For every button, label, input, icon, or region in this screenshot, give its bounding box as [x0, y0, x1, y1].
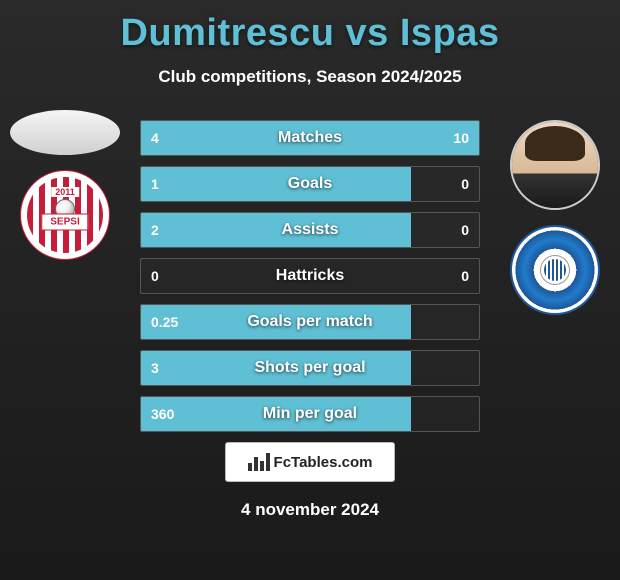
- stat-row: 360 Min per goal: [140, 396, 480, 432]
- stat-row: 2 0 Assists: [140, 212, 480, 248]
- badge-left-year: 2011: [51, 187, 79, 197]
- stat-row: 0 0 Hattricks: [140, 258, 480, 294]
- player-right-column: [500, 120, 610, 315]
- badge-left-text: SEPSI: [41, 214, 88, 231]
- face-placeholder: [512, 122, 598, 208]
- stat-label: Goals: [288, 175, 332, 193]
- badge-left-circle: 2011 SEPSI: [20, 170, 110, 260]
- stat-value-right: 10: [453, 130, 469, 146]
- stat-value-left: 0: [151, 268, 159, 284]
- stat-label: Goals per match: [247, 313, 372, 331]
- stat-value-left: 1: [151, 176, 159, 192]
- stat-row: 3 Shots per goal: [140, 350, 480, 386]
- player-left-column: 2011 SEPSI: [10, 110, 120, 260]
- stat-bar-left: [141, 213, 411, 247]
- player-right-photo: [510, 120, 600, 210]
- page-title: Dumitrescu vs Ispas: [0, 0, 620, 55]
- badge-right-stripes: [544, 259, 566, 281]
- badge-right-inner: [540, 255, 570, 285]
- stat-bar-left: [141, 167, 411, 201]
- stat-label: Shots per goal: [254, 359, 365, 377]
- stat-value-right: 0: [461, 268, 469, 284]
- stat-label: Hattricks: [276, 267, 344, 285]
- footer-brand-badge[interactable]: FcTables.com: [225, 442, 395, 482]
- stat-value-left: 360: [151, 406, 174, 422]
- stat-bar-right: [237, 121, 479, 155]
- stat-value-left: 0.25: [151, 314, 178, 330]
- club-badge-left: 2011 SEPSI: [20, 170, 110, 260]
- badge-right-circle: [510, 225, 600, 315]
- footer-brand-text: FcTables.com: [274, 454, 373, 471]
- stat-value-right: 0: [461, 222, 469, 238]
- club-badge-right: [510, 225, 600, 315]
- stat-label: Min per goal: [263, 405, 357, 423]
- player-left-photo: [10, 110, 120, 155]
- stat-row: 0.25 Goals per match: [140, 304, 480, 340]
- stat-value-left: 2: [151, 222, 159, 238]
- subtitle: Club competitions, Season 2024/2025: [0, 67, 620, 87]
- stat-row: 1 0 Goals: [140, 166, 480, 202]
- stat-value-left: 4: [151, 130, 159, 146]
- stat-value-left: 3: [151, 360, 159, 376]
- stats-area: 410Matches10Goals20Assists00Hattricks0.2…: [140, 120, 480, 442]
- stat-value-right: 0: [461, 176, 469, 192]
- date-text: 4 november 2024: [241, 500, 379, 520]
- chart-icon: [248, 453, 270, 471]
- stat-label: Matches: [278, 129, 342, 147]
- stat-label: Assists: [282, 221, 339, 239]
- stat-row: 4 10 Matches: [140, 120, 480, 156]
